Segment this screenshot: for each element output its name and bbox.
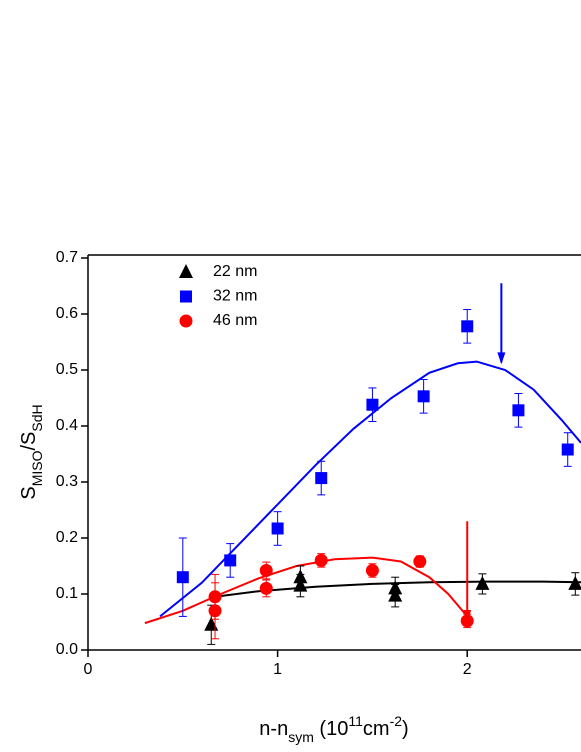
label-part: S: [18, 486, 40, 499]
x-axis-label: n-nsym (1011cm-2): [259, 713, 408, 745]
label-part: 11: [348, 713, 363, 729]
marker: [568, 575, 581, 590]
marker: [475, 575, 490, 590]
y-axis-label: SMISO/SSdH: [18, 404, 44, 499]
marker: [461, 320, 474, 333]
marker: [259, 581, 273, 595]
marker: [413, 555, 427, 569]
marker: [271, 522, 284, 535]
marker: [417, 390, 430, 403]
marker: [314, 553, 328, 567]
arrow-head: [463, 610, 472, 622]
y-tick-label: 0.7: [56, 249, 78, 266]
label-part: -2: [390, 713, 403, 729]
marker: [561, 443, 574, 456]
legend-marker: [179, 264, 193, 278]
marker: [208, 590, 222, 604]
marker: [293, 577, 308, 592]
arrow-head: [497, 352, 506, 365]
marker: [388, 587, 403, 602]
marker: [259, 563, 273, 577]
y-tick-label: 0.3: [56, 473, 78, 490]
label-part: SdH: [29, 404, 45, 431]
y-tick-label: 0.1: [56, 585, 78, 602]
arrow: [463, 521, 472, 622]
x-tick-label: 2: [463, 661, 472, 678]
legend-marker: [180, 290, 192, 303]
y-tick-label: 0.5: [56, 361, 78, 378]
fit-line: [144, 556, 468, 625]
marker: [365, 563, 379, 577]
arrow: [497, 283, 506, 365]
y-tick-label: 0.2: [56, 529, 78, 546]
x-tick-label: 0: [84, 661, 93, 678]
label-part: cm: [363, 718, 390, 740]
marker: [366, 398, 379, 411]
marker: [224, 554, 237, 567]
x-tick-label: 1: [273, 661, 282, 678]
marker: [315, 472, 328, 485]
legend-marker: [179, 314, 193, 328]
legend-label: 32 nm: [213, 288, 257, 305]
fit-line: [159, 360, 581, 618]
label-part: ): [402, 718, 409, 740]
label-part: MISO: [29, 450, 45, 486]
marker: [512, 404, 525, 417]
y-tick-label: 0.6: [56, 305, 78, 322]
label-part: n-n: [259, 718, 288, 740]
label-part: sym: [288, 729, 314, 745]
label-part: /S: [18, 432, 40, 451]
marker: [176, 571, 189, 584]
legend-label: 46 nm: [213, 312, 257, 329]
y-tick-label: 0.4: [56, 417, 78, 434]
legend-label: 22 nm: [213, 263, 257, 280]
y-tick-label: 0.0: [56, 641, 78, 658]
label-part: (10: [314, 718, 348, 740]
